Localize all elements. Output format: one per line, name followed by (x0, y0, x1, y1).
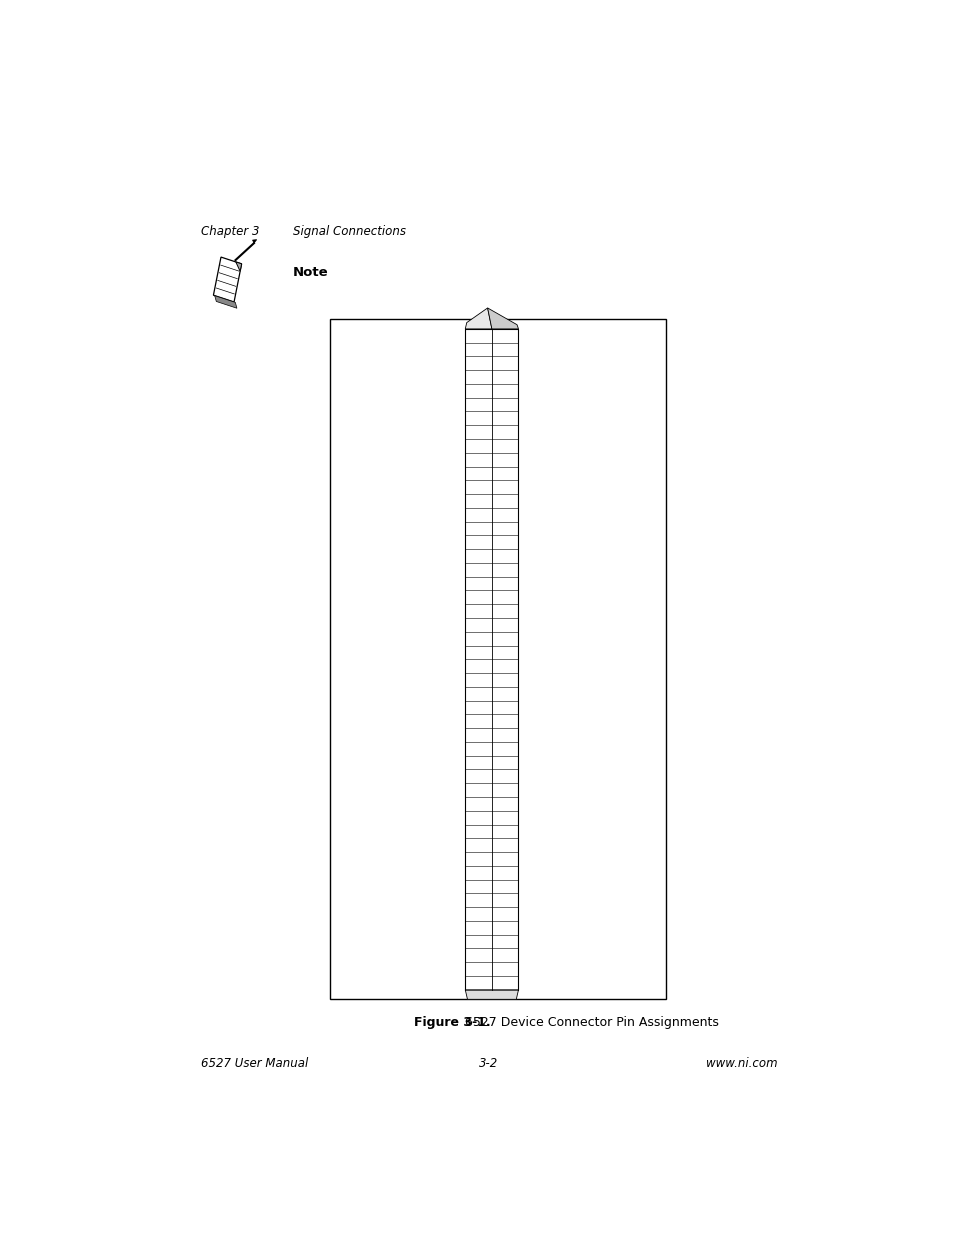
Text: 6527 User Manual: 6527 User Manual (200, 1056, 308, 1070)
Polygon shape (235, 262, 241, 272)
Text: www.ni.com: www.ni.com (705, 1056, 777, 1070)
Polygon shape (465, 308, 492, 329)
Text: Note: Note (293, 267, 328, 279)
Bar (330, 320, 665, 999)
Text: Signal Connections: Signal Connections (293, 225, 406, 237)
Polygon shape (253, 240, 256, 243)
Text: 3-2: 3-2 (478, 1056, 498, 1070)
Bar (465, 329, 518, 989)
Text: Figure 3-1.: Figure 3-1. (413, 1016, 490, 1030)
Polygon shape (214, 295, 236, 309)
Polygon shape (213, 257, 241, 303)
Text: Chapter 3: Chapter 3 (200, 225, 259, 237)
Text: 6527 Device Connector Pin Assignments: 6527 Device Connector Pin Assignments (456, 1016, 719, 1030)
Polygon shape (465, 989, 518, 999)
Polygon shape (487, 308, 518, 329)
